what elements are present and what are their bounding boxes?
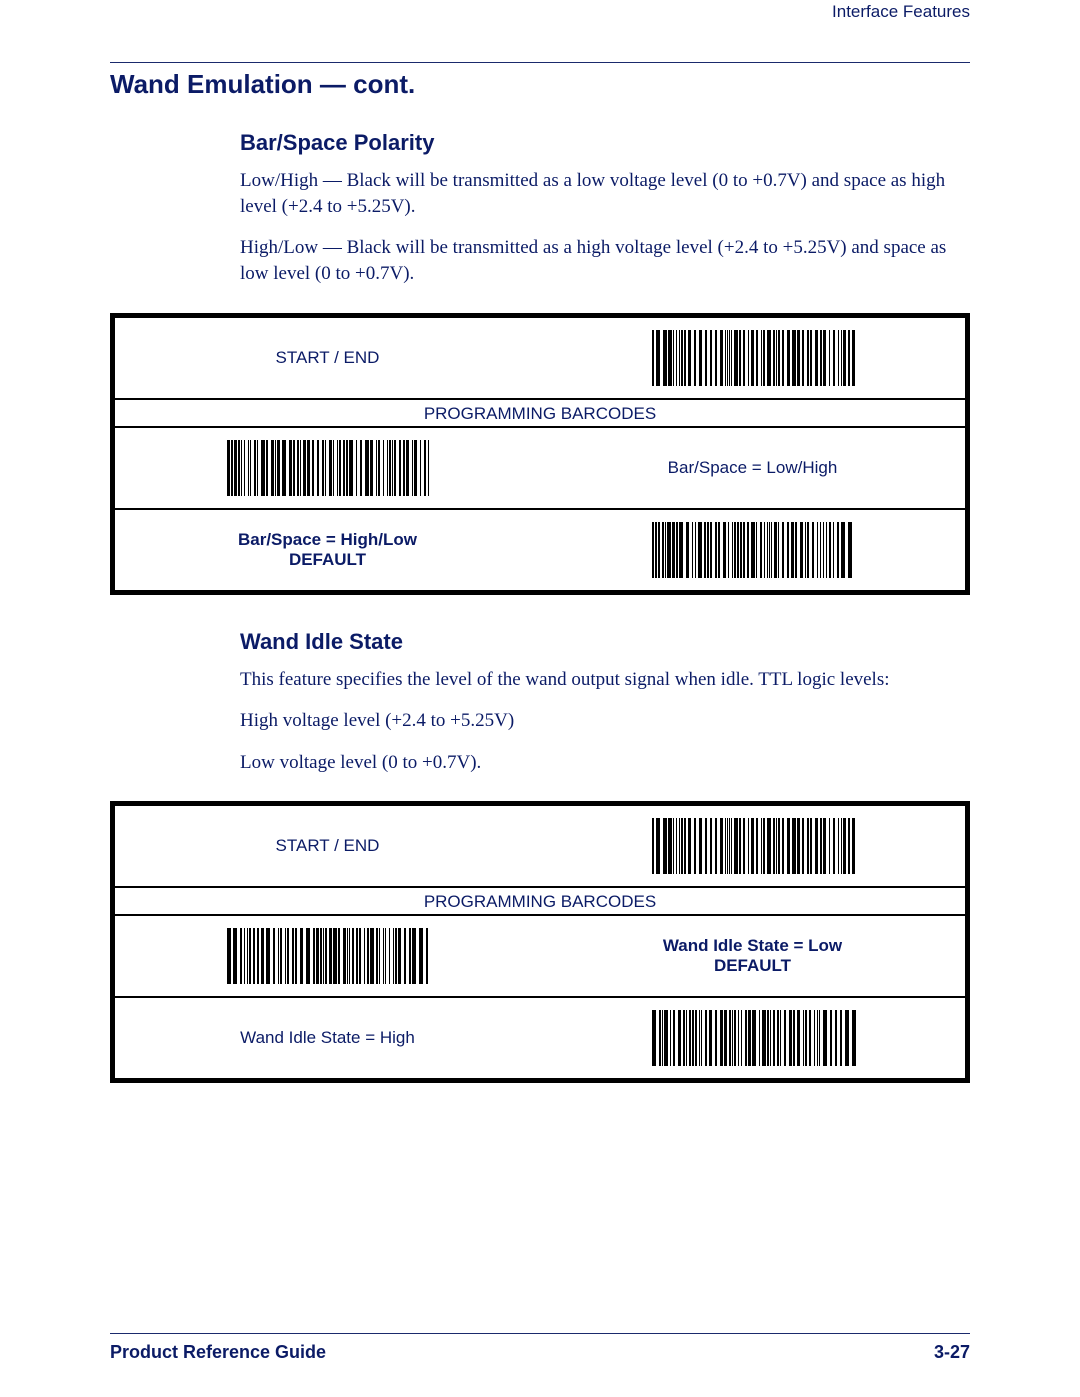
- barcode-wand-idle-high: [650, 1010, 856, 1066]
- page-title: Wand Emulation — cont.: [110, 69, 970, 100]
- barcode-wand-idle-low: [225, 928, 431, 984]
- section1-p2: High/Low — Black will be transmitted as …: [240, 235, 970, 286]
- barcode-bar-space-low-high: [225, 440, 431, 496]
- section1-p1: Low/High — Black will be transmitted as …: [240, 168, 970, 219]
- start-end-label-2: START / END: [276, 836, 380, 856]
- barcode-bar-space-high-low: [650, 522, 856, 578]
- header-section-label: Interface Features: [110, 2, 970, 22]
- section2-p2: High voltage level (+2.4 to +5.25V): [240, 708, 970, 734]
- section2-p3: Low voltage level (0 to +0.7V).: [240, 750, 970, 776]
- start-end-label: START / END: [276, 348, 380, 368]
- default-label-1: DEFAULT: [289, 550, 366, 570]
- footer-left: Product Reference Guide: [110, 1342, 326, 1363]
- bar-space-low-high-label: Bar/Space = Low/High: [668, 458, 838, 478]
- programming-barcodes-label-1: PROGRAMMING BARCODES: [115, 398, 965, 426]
- wand-idle-high-label: Wand Idle State = High: [240, 1028, 415, 1048]
- section1-barcode-table: START / END PROGRAMMING BARCODES Bar/Spa…: [110, 313, 970, 595]
- barcode-start-end-2: [650, 818, 856, 874]
- section2-p1: This feature specifies the level of the …: [240, 667, 970, 693]
- bar-space-high-low-label: Bar/Space = High/Low: [238, 530, 417, 550]
- footer-right: 3-27: [934, 1342, 970, 1363]
- barcode-start-end-1: [650, 330, 856, 386]
- footer-rule: [110, 1333, 970, 1334]
- wand-idle-low-label: Wand Idle State = Low: [663, 936, 842, 956]
- section1-heading: Bar/Space Polarity: [240, 130, 970, 156]
- programming-barcodes-label-2: PROGRAMMING BARCODES: [115, 886, 965, 914]
- default-label-2: DEFAULT: [714, 956, 791, 976]
- section2-barcode-table: START / END PROGRAMMING BARCODES Wand Id…: [110, 801, 970, 1083]
- section2-heading: Wand Idle State: [240, 629, 970, 655]
- header-rule: [110, 62, 970, 63]
